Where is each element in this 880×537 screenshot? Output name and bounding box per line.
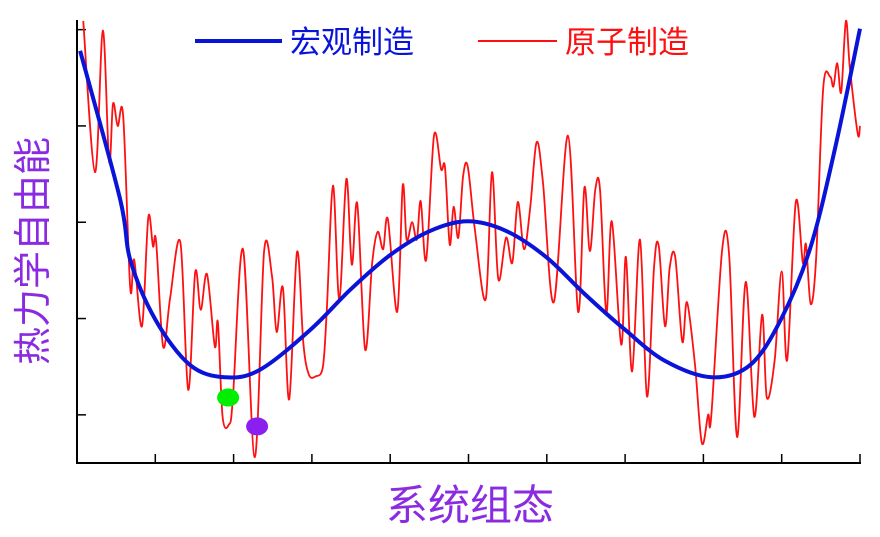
- legend-label-atomic: 原子制造: [565, 25, 689, 61]
- marker-purple: [246, 417, 269, 436]
- legend-label-macro: 宏观制造: [290, 25, 414, 61]
- series-line-macro: [78, 28, 862, 380]
- legend: 宏观制造 原子制造: [195, 25, 689, 61]
- y-axis-label: 热力学自由能: [11, 137, 55, 365]
- markers-layer: [217, 388, 269, 436]
- axes: [76, 20, 861, 464]
- series-line-atomic: [82, 20, 861, 459]
- series-layer: [78, 20, 862, 459]
- marker-green: [217, 388, 240, 407]
- x-axis-label: 系统组态: [386, 481, 554, 530]
